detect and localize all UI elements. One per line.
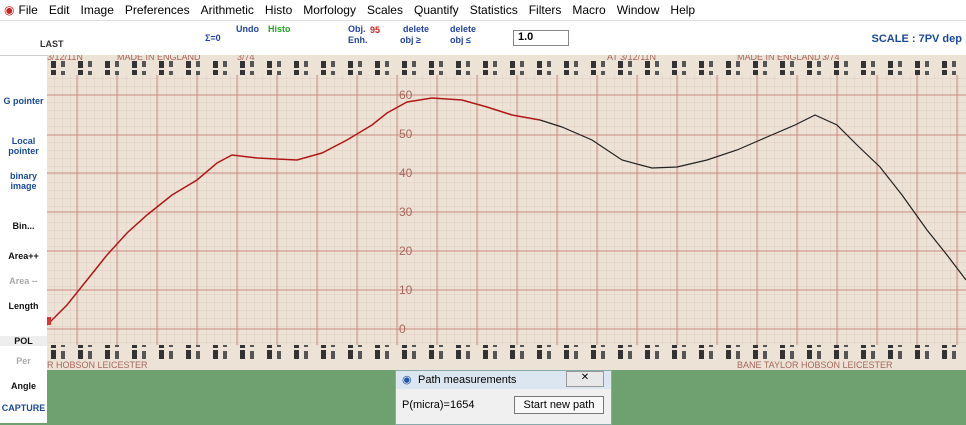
sidebar-tool[interactable]: CAPTURE — [0, 403, 47, 413]
paper-text: 3/12/11N — [47, 55, 83, 62]
sidebar-tool[interactable]: Per — [0, 356, 47, 366]
toolbar-button[interactable]: delete — [450, 24, 476, 34]
toolbar-button[interactable]: Σ=0 — [205, 33, 221, 43]
menu-item[interactable]: Macro — [572, 3, 605, 17]
start-new-path-button[interactable]: Start new path — [514, 396, 604, 414]
toolbar-button[interactable]: Enh. — [348, 35, 368, 45]
path-start — [47, 317, 51, 325]
menu-item[interactable]: Histo — [265, 3, 292, 17]
toolbar-button[interactable]: delete — [403, 24, 429, 34]
menu-item[interactable]: Arithmetic — [201, 3, 254, 17]
zoom-select[interactable]: 1.0 — [513, 30, 569, 46]
paper-text: MADE IN ENGLAND — [737, 55, 821, 62]
sidebar-tool[interactable]: Local pointer — [0, 136, 47, 156]
menu-bar: ◉ File Edit Image Preferences Arithmetic Histo… — [0, 0, 966, 21]
scale-label: 50 — [399, 127, 413, 141]
scale-label: SCALE : 7PV dep — [872, 33, 962, 45]
paper-text: 3/74 — [237, 55, 255, 62]
menu-item[interactable]: Statistics — [470, 3, 518, 17]
sidebar: G pointer Local pointer binary image Bin...… — [0, 56, 47, 423]
dialog-icon: ◉ — [402, 373, 412, 386]
scale-label: 10 — [399, 283, 413, 297]
scale-label: 20 — [399, 244, 413, 258]
app-window: ◉ File Edit Image Preferences Arithmetic Histo… — [0, 0, 966, 423]
toolbar-button[interactable]: Obj. — [348, 24, 366, 34]
menu-item[interactable]: File — [18, 3, 37, 17]
toolbar-button[interactable]: LAST — [40, 39, 64, 49]
menu-item[interactable]: Edit — [49, 3, 70, 17]
paper-text: BANE TAYLOR HOBSON LEICESTER — [737, 360, 893, 370]
paper-text: AT 3/12/11N — [607, 55, 656, 62]
menu-item[interactable]: Preferences — [125, 3, 190, 17]
scale-label: 30 — [399, 205, 413, 219]
scale-label: 40 — [399, 166, 413, 180]
sidebar-tool[interactable]: Area -- — [0, 276, 47, 286]
menu-item[interactable]: Help — [670, 3, 695, 17]
result-text: P(micra)=1654 — [402, 399, 474, 411]
sidebar-tool[interactable]: binary image — [0, 171, 47, 191]
paper-text: 3/74 — [822, 55, 840, 62]
toolbar-button[interactable]: obj ≤ — [450, 35, 471, 45]
scale-label: 60 — [399, 88, 413, 102]
toolbar-button[interactable]: obj ≥ — [400, 35, 421, 45]
sidebar-tool[interactable]: Length — [0, 301, 47, 311]
sidebar-tool[interactable]: Angle — [0, 381, 47, 391]
sidebar-tool[interactable]: G pointer — [0, 96, 47, 106]
sidebar-tool[interactable]: POL — [0, 336, 47, 346]
menu-item[interactable]: Image — [81, 3, 114, 17]
sidebar-tool[interactable]: Bin... — [0, 221, 47, 231]
sidebar-tool[interactable]: Area++ — [0, 251, 47, 261]
app-icon: ◉ — [4, 3, 14, 17]
toolbar-button[interactable]: 95 — [370, 25, 380, 35]
menu-item[interactable]: Filters — [529, 3, 562, 17]
menu-item[interactable]: Morfology — [303, 3, 356, 17]
menu-item[interactable]: Window — [617, 3, 660, 17]
toolbar-button[interactable]: Undo — [236, 24, 259, 34]
dialog-title: Path measurements — [418, 374, 516, 386]
toolbar-button[interactable]: Histo — [268, 24, 291, 34]
menu-item[interactable]: Quantify — [414, 3, 459, 17]
menu-item[interactable]: Scales — [367, 3, 403, 17]
dialog: ◉ Path measurements ✕ P(micra)=1654 Star… — [395, 370, 612, 425]
paper-text: R HOBSON LEICESTER — [47, 360, 148, 370]
close-button[interactable]: ✕ — [566, 371, 604, 387]
paper-text: MADE IN ENGLAND — [117, 55, 201, 62]
scale-label: 0 — [399, 322, 406, 336]
